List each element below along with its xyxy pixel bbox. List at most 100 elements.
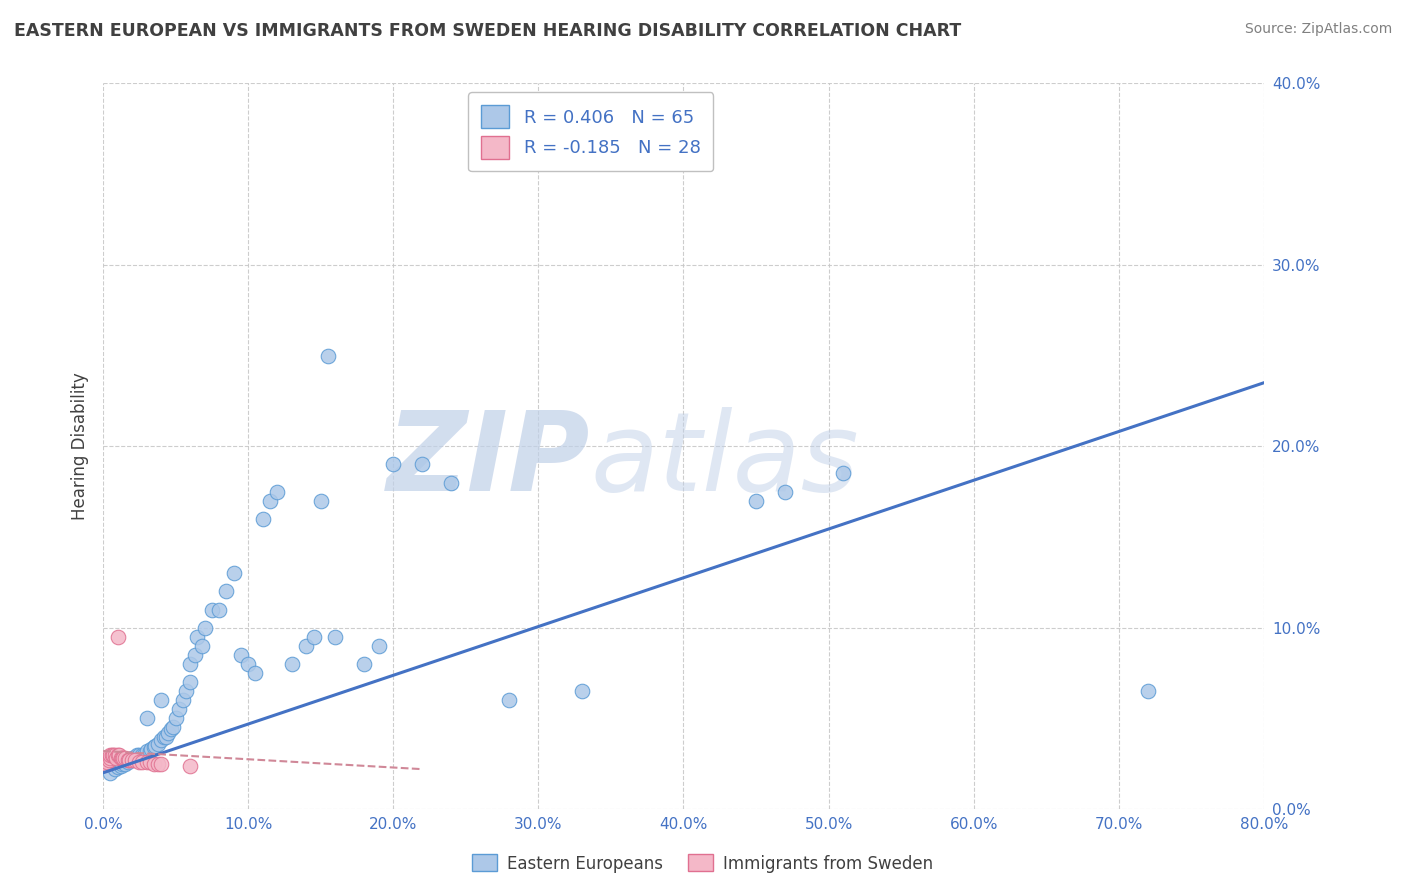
Point xyxy=(571,684,593,698)
Point xyxy=(155,730,177,744)
Point xyxy=(100,751,122,765)
Point xyxy=(121,753,143,767)
Point xyxy=(179,657,201,671)
Point xyxy=(150,733,173,747)
Point xyxy=(229,648,252,662)
Point xyxy=(100,747,122,762)
Point xyxy=(148,737,170,751)
Point xyxy=(440,475,463,490)
Point xyxy=(100,765,122,780)
Point xyxy=(143,739,166,753)
Point xyxy=(172,693,194,707)
Point xyxy=(323,630,346,644)
Point xyxy=(411,458,433,472)
Point xyxy=(132,747,155,762)
Point xyxy=(142,756,165,771)
Point xyxy=(112,751,135,765)
Point xyxy=(125,747,148,762)
Point xyxy=(135,744,157,758)
Point xyxy=(179,758,201,772)
Point xyxy=(266,484,288,499)
Point xyxy=(316,349,339,363)
Point xyxy=(124,753,146,767)
Point xyxy=(124,751,146,765)
Point xyxy=(150,756,173,771)
Point xyxy=(97,753,120,767)
Point xyxy=(101,747,124,762)
Point xyxy=(148,756,170,771)
Point xyxy=(194,621,217,635)
Point xyxy=(131,755,153,769)
Point xyxy=(150,693,173,707)
Point xyxy=(252,512,274,526)
Point xyxy=(183,648,205,662)
Point xyxy=(142,740,165,755)
Point xyxy=(153,730,176,744)
Point xyxy=(111,751,134,765)
Point xyxy=(128,755,150,769)
Point xyxy=(110,758,132,772)
Text: EASTERN EUROPEAN VS IMMIGRANTS FROM SWEDEN HEARING DISABILITY CORRELATION CHART: EASTERN EUROPEAN VS IMMIGRANTS FROM SWED… xyxy=(14,22,962,40)
Point xyxy=(208,602,231,616)
Point xyxy=(105,751,128,765)
Point xyxy=(259,493,281,508)
Point xyxy=(215,584,238,599)
Point xyxy=(108,747,131,762)
Point xyxy=(114,756,136,771)
Point xyxy=(138,744,160,758)
Text: ZIP: ZIP xyxy=(387,408,591,515)
Point xyxy=(382,458,405,472)
Point xyxy=(128,747,150,762)
Point xyxy=(114,751,136,765)
Text: atlas: atlas xyxy=(591,408,859,515)
Point xyxy=(118,753,141,767)
Point xyxy=(1136,684,1159,698)
Point xyxy=(96,755,118,769)
Legend: Eastern Europeans, Immigrants from Sweden: Eastern Europeans, Immigrants from Swede… xyxy=(465,847,941,880)
Point xyxy=(117,755,139,769)
Point xyxy=(117,753,139,767)
Point xyxy=(135,711,157,725)
Point xyxy=(832,467,855,481)
Point xyxy=(135,755,157,769)
Point xyxy=(295,639,318,653)
Point xyxy=(121,751,143,765)
Point xyxy=(281,657,304,671)
Point xyxy=(167,702,190,716)
Point xyxy=(107,630,129,644)
Y-axis label: Hearing Disability: Hearing Disability xyxy=(72,372,89,520)
Point xyxy=(139,742,162,756)
Point xyxy=(186,630,208,644)
Point xyxy=(110,751,132,765)
Point xyxy=(238,657,260,671)
Legend: R = 0.406   N = 65, R = -0.185   N = 28: R = 0.406 N = 65, R = -0.185 N = 28 xyxy=(468,93,713,171)
Point xyxy=(302,630,325,644)
Point xyxy=(103,747,125,762)
Point xyxy=(131,747,153,762)
Text: Source: ZipAtlas.com: Source: ZipAtlas.com xyxy=(1244,22,1392,37)
Point xyxy=(165,711,187,725)
Point xyxy=(222,566,245,581)
Point xyxy=(309,493,332,508)
Point xyxy=(179,675,201,690)
Point xyxy=(107,747,129,762)
Point xyxy=(353,657,375,671)
Point xyxy=(191,639,214,653)
Point xyxy=(745,493,768,508)
Point xyxy=(498,693,520,707)
Point xyxy=(157,726,180,740)
Point xyxy=(773,484,796,499)
Point xyxy=(162,721,184,735)
Point xyxy=(174,684,197,698)
Point xyxy=(94,756,117,771)
Point xyxy=(138,755,160,769)
Point xyxy=(107,760,129,774)
Point xyxy=(245,665,267,680)
Point xyxy=(111,756,134,771)
Point xyxy=(201,602,224,616)
Point xyxy=(118,753,141,767)
Point xyxy=(367,639,389,653)
Point xyxy=(104,762,127,776)
Point xyxy=(160,723,183,737)
Point xyxy=(104,747,127,762)
